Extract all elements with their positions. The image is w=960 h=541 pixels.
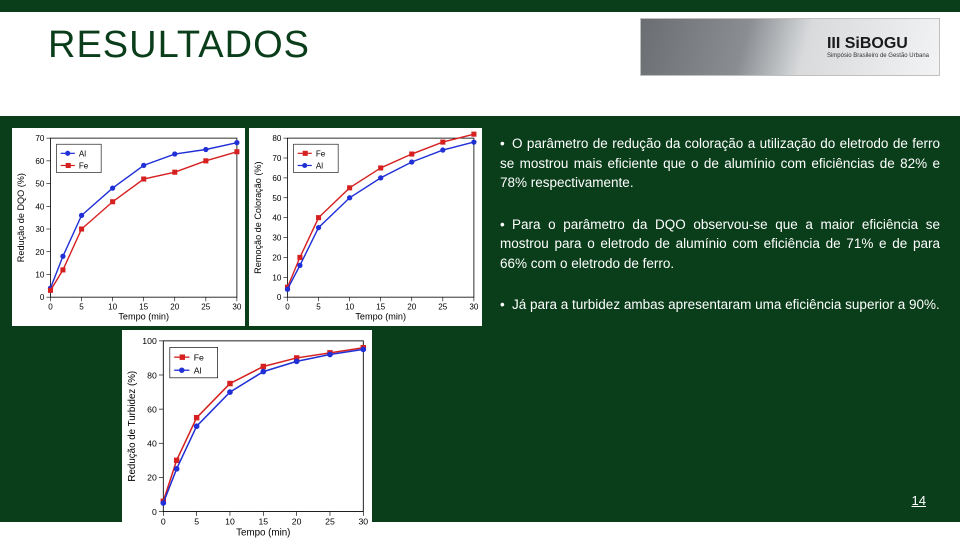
svg-text:60: 60 bbox=[35, 157, 45, 166]
main-panel: 051015202530010203040506070Tempo (min)Re… bbox=[0, 116, 960, 522]
svg-text:Al: Al bbox=[79, 149, 86, 158]
svg-text:10: 10 bbox=[225, 516, 235, 526]
svg-text:0: 0 bbox=[277, 293, 282, 302]
svg-text:20: 20 bbox=[292, 516, 302, 526]
svg-text:0: 0 bbox=[285, 302, 290, 311]
svg-text:5: 5 bbox=[194, 516, 199, 526]
conference-banner: III SiBOGU Simpósio Brasileiro de Gestão… bbox=[640, 18, 940, 76]
svg-text:70: 70 bbox=[35, 134, 45, 143]
svg-text:40: 40 bbox=[272, 214, 282, 223]
bullet-1: •O parâmetro de redução da coloração a u… bbox=[500, 134, 940, 193]
svg-text:50: 50 bbox=[35, 180, 45, 189]
svg-text:0: 0 bbox=[152, 506, 157, 516]
svg-text:Redução de DQO (%): Redução de DQO (%) bbox=[16, 173, 26, 262]
svg-text:100: 100 bbox=[142, 336, 157, 346]
svg-text:10: 10 bbox=[108, 302, 118, 311]
svg-text:5: 5 bbox=[316, 302, 321, 311]
chart-coloracao: 0 5 10 15 20 25 30 0 10 20 30 40 50 60 70 80 Tempo (min)… bbox=[249, 128, 482, 326]
svg-text:Fe: Fe bbox=[79, 162, 89, 171]
svg-text:20: 20 bbox=[407, 302, 417, 311]
svg-text:Remoção de Coloração (%): Remoção de Coloração (%) bbox=[253, 161, 263, 273]
svg-text:Tempo (min): Tempo (min) bbox=[236, 527, 290, 538]
svg-text:10: 10 bbox=[35, 270, 45, 279]
svg-text:25: 25 bbox=[325, 516, 335, 526]
svg-text:40: 40 bbox=[35, 202, 45, 211]
top-bar bbox=[0, 0, 960, 12]
svg-text:Tempo (min): Tempo (min) bbox=[355, 311, 406, 321]
svg-text:50: 50 bbox=[272, 194, 282, 203]
bullet-2: •Para o parâmetro da DQO observou-se que… bbox=[500, 215, 940, 274]
banner-brand: III SiBOGU bbox=[827, 35, 908, 52]
chart-dqo: 0 5 10 15 20 25 30 0 10 20 30 40 50 60 70 Tempo (min) Re… bbox=[12, 128, 245, 326]
bullet-3: •Já para a turbidez ambas apresentaram u… bbox=[500, 295, 940, 315]
chart-turbidez: 0 5 10 15 20 25 30 0 20 40 60 80 100 Tempo (min) Reduç… bbox=[122, 330, 372, 541]
svg-text:20: 20 bbox=[272, 253, 282, 262]
svg-text:30: 30 bbox=[272, 234, 282, 243]
charts-grid: 051015202530010203040506070Tempo (min)Re… bbox=[12, 128, 482, 528]
svg-text:0: 0 bbox=[161, 516, 166, 526]
svg-text:30: 30 bbox=[35, 225, 45, 234]
page-title: RESULTADOS bbox=[48, 24, 310, 67]
svg-text:15: 15 bbox=[376, 302, 386, 311]
svg-text:Al: Al bbox=[316, 162, 323, 171]
banner-sub: Simpósio Brasileiro de Gestão Urbana bbox=[827, 53, 929, 59]
svg-text:Al: Al bbox=[194, 365, 202, 375]
svg-text:Fe: Fe bbox=[316, 149, 326, 158]
svg-text:Redução de Turbidez (%): Redução de Turbidez (%) bbox=[127, 370, 138, 481]
svg-text:20: 20 bbox=[147, 472, 157, 482]
svg-text:5: 5 bbox=[79, 302, 84, 311]
svg-text:80: 80 bbox=[147, 370, 157, 380]
svg-text:80: 80 bbox=[272, 134, 282, 143]
svg-text:0: 0 bbox=[48, 302, 53, 311]
svg-text:10: 10 bbox=[272, 273, 282, 282]
svg-text:25: 25 bbox=[201, 302, 211, 311]
svg-text:60: 60 bbox=[272, 174, 282, 183]
svg-text:60: 60 bbox=[147, 404, 157, 414]
svg-text:40: 40 bbox=[147, 438, 157, 448]
svg-text:15: 15 bbox=[258, 516, 268, 526]
svg-text:Fe: Fe bbox=[194, 352, 204, 362]
svg-text:Tempo (min): Tempo (min) bbox=[118, 311, 169, 321]
svg-text:70: 70 bbox=[272, 154, 282, 163]
svg-text:30: 30 bbox=[232, 302, 242, 311]
page-number: 14 bbox=[912, 493, 926, 508]
text-block: •O parâmetro de redução da coloração a u… bbox=[500, 134, 940, 337]
svg-text:20: 20 bbox=[35, 248, 45, 257]
svg-text:30: 30 bbox=[469, 302, 479, 311]
svg-text:20: 20 bbox=[170, 302, 180, 311]
svg-text:15: 15 bbox=[139, 302, 149, 311]
svg-text:0: 0 bbox=[40, 293, 45, 302]
svg-text:25: 25 bbox=[438, 302, 448, 311]
svg-text:10: 10 bbox=[345, 302, 355, 311]
svg-text:30: 30 bbox=[358, 516, 368, 526]
